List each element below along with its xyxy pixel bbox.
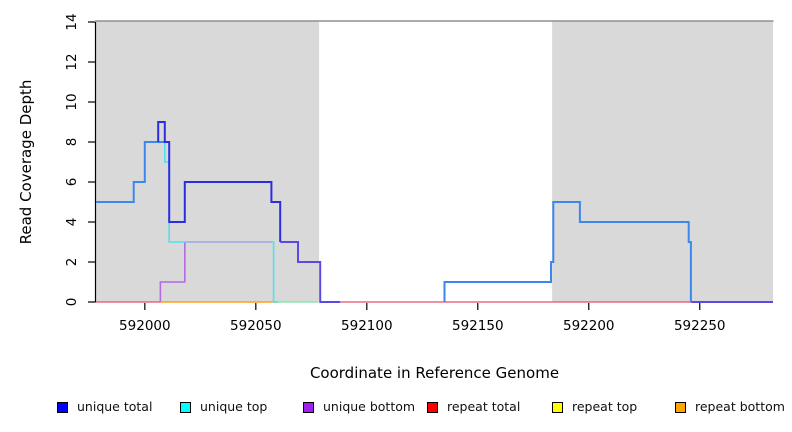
y-tick-label: 6 (64, 178, 80, 187)
y-axis-title: Read Coverage Depth (17, 79, 35, 245)
shaded-region-right (552, 21, 773, 302)
series-unique-total-mid (157, 121, 282, 242)
x-tick-label: 592150 (452, 318, 504, 334)
series-unique-total-left (96, 141, 165, 203)
x-tick-label: 592050 (230, 318, 282, 334)
y-tick-label: 8 (64, 138, 80, 147)
shaded-region-left (96, 21, 320, 302)
x-tick-label: 592100 (341, 318, 393, 334)
series-unique-total-bottom-overlap (280, 241, 341, 303)
x-tick-label: 592250 (674, 318, 726, 334)
series-unique-total-right (443, 201, 692, 302)
y-tick-label: 2 (64, 258, 80, 267)
y-tick-label: 12 (64, 53, 80, 70)
x-tick-label: 592000 (119, 318, 171, 334)
series-unique-bottom (159, 242, 186, 302)
y-tick-label: 10 (64, 93, 80, 110)
x-tick-label: 592200 (563, 318, 615, 334)
y-tick-label: 4 (64, 218, 80, 227)
x-axis-title: Coordinate in Reference Genome (309, 364, 560, 382)
y-tick-label: 0 (64, 298, 80, 307)
y-tick-label: 14 (64, 13, 80, 30)
series-unique-top-drop (271, 241, 278, 303)
